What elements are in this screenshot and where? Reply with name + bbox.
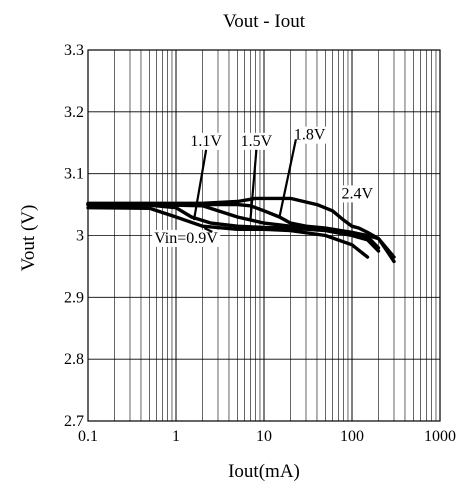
- annotation-label: Vin=0.9V: [154, 230, 218, 247]
- series-line: [86, 205, 370, 259]
- series-line: [86, 202, 381, 253]
- x-tick-labels: 0.1 1 10 100 1000: [78, 428, 456, 445]
- y-tick-label: 3.1: [64, 166, 84, 183]
- plot-frame: [87, 49, 441, 422]
- annotation-label-bg: [152, 229, 221, 247]
- y-tick-label: 3.2: [64, 104, 84, 121]
- y-tick-label: 2.8: [64, 351, 84, 368]
- annotation-pointer: [278, 139, 297, 218]
- x-tick-label: 1: [172, 428, 180, 445]
- annotation-pointer: [203, 227, 213, 233]
- annotation-pointer: [249, 149, 258, 221]
- annotation-label: 2.4V: [342, 185, 374, 202]
- annotation-label: 1.8V: [294, 127, 326, 144]
- x-tick-label: 10: [256, 428, 272, 445]
- y-axis-label: Vout (V): [18, 205, 39, 272]
- x-tick-label: 1000: [424, 428, 456, 445]
- chart-title: Vout - Iout: [223, 11, 306, 32]
- y-tick-label: 2.7: [64, 413, 84, 430]
- y-tick-label: 3.3: [64, 42, 84, 59]
- x-axis-label: Iout(mA): [228, 461, 300, 482]
- y-tick-label: 2.9: [64, 289, 84, 306]
- x-tick-label: 100: [340, 428, 364, 445]
- annotation-label-bg: [188, 132, 225, 150]
- y-tick-label: 3: [76, 228, 84, 245]
- annotation-label: 1.5V: [241, 133, 273, 150]
- x-tick-label: 0.1: [78, 428, 98, 445]
- annotation-label: 1.1V: [190, 133, 222, 150]
- annotation-label-bg: [238, 132, 275, 150]
- annotation-label-bg: [339, 185, 376, 203]
- annotation-label-bg: [291, 126, 328, 144]
- y-tick-labels: 2.7 2.8 2.9 3 3.1 3.2 3.3: [64, 42, 84, 430]
- annotation-pointer: [192, 149, 208, 221]
- series-line: [86, 196, 396, 264]
- chart-annotations: Vin=0.9V 1.1V 1.5V 1.8V 2.4V: [152, 126, 376, 247]
